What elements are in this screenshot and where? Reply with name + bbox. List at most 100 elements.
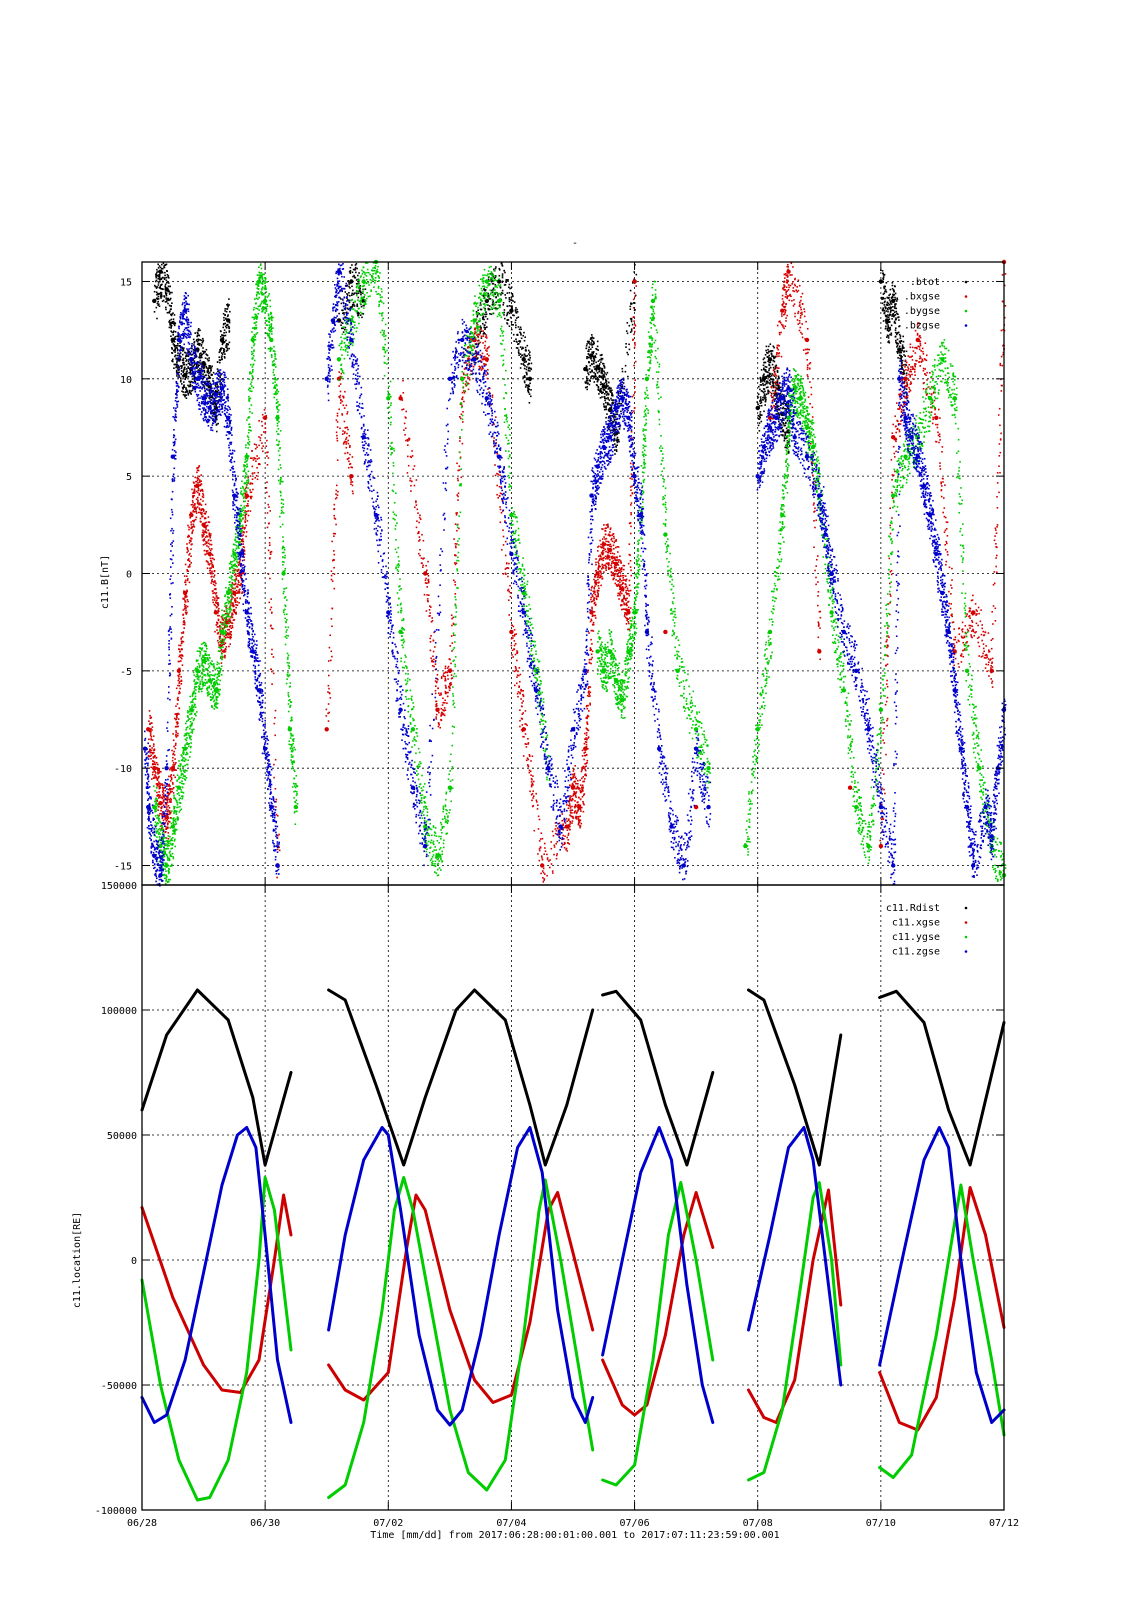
data-point xyxy=(523,367,526,370)
data-point xyxy=(343,420,346,423)
data-point xyxy=(361,316,363,319)
data-point xyxy=(431,620,434,622)
data-point xyxy=(515,324,517,326)
data-point xyxy=(505,297,507,299)
data-point xyxy=(232,609,235,612)
data-point xyxy=(224,353,226,355)
data-point xyxy=(782,403,784,405)
data-point xyxy=(231,587,234,590)
data-point xyxy=(528,384,530,386)
data-point xyxy=(449,683,451,685)
data-point xyxy=(207,374,210,377)
data-point xyxy=(188,581,191,584)
data-point xyxy=(225,346,227,348)
data-point xyxy=(573,790,575,793)
data-point xyxy=(896,333,898,336)
data-point xyxy=(168,326,171,329)
data-point xyxy=(491,273,494,275)
data-point xyxy=(197,489,200,492)
data-point xyxy=(625,343,627,345)
data-point xyxy=(885,327,887,330)
data-point xyxy=(568,843,571,845)
data-point xyxy=(612,401,614,404)
data-point xyxy=(544,873,546,875)
data-point xyxy=(328,692,331,695)
data-point xyxy=(475,355,478,357)
data-point xyxy=(901,359,904,362)
data-point xyxy=(634,309,636,311)
data-point xyxy=(344,431,346,433)
data-point xyxy=(550,847,553,850)
data-point xyxy=(243,528,246,530)
data-point xyxy=(341,413,343,415)
data-point xyxy=(168,775,170,778)
data-point xyxy=(569,814,571,816)
data-point xyxy=(232,619,235,622)
data-point xyxy=(904,363,906,366)
data-point xyxy=(180,680,183,682)
data-point xyxy=(585,732,588,734)
data-point xyxy=(203,549,206,552)
data-point xyxy=(450,668,452,670)
data-point xyxy=(468,364,471,367)
data-point xyxy=(583,742,586,745)
data-point xyxy=(595,595,598,598)
data-point xyxy=(265,414,267,417)
data-point xyxy=(164,822,167,824)
data-point xyxy=(188,554,190,556)
data-point xyxy=(557,833,559,835)
data-point xyxy=(216,390,219,393)
data-point xyxy=(787,452,790,454)
data-point xyxy=(171,322,174,325)
data-point xyxy=(519,673,522,676)
data-point xyxy=(767,345,770,348)
data-point xyxy=(275,813,278,816)
data-point xyxy=(170,777,173,779)
data-point xyxy=(455,512,457,514)
data-point xyxy=(209,534,212,537)
data-point xyxy=(167,817,170,820)
data-point xyxy=(184,391,186,394)
data-point xyxy=(759,388,761,391)
data-point xyxy=(228,330,231,332)
data-point xyxy=(179,644,182,647)
data-point xyxy=(569,798,571,800)
data-point xyxy=(331,540,333,543)
data-point xyxy=(163,278,166,280)
data-point xyxy=(159,287,161,289)
data-point xyxy=(212,596,215,598)
data-point xyxy=(464,383,467,385)
data-point xyxy=(205,525,208,527)
data-point xyxy=(219,375,221,377)
data-point xyxy=(207,546,210,548)
data-point xyxy=(210,539,212,542)
data-point xyxy=(267,457,270,459)
data-point xyxy=(208,380,211,383)
data-point xyxy=(177,699,179,701)
data-point xyxy=(184,599,186,602)
data-point xyxy=(169,780,172,782)
data-point xyxy=(223,319,225,321)
data-point xyxy=(208,532,211,534)
data-point xyxy=(177,684,179,687)
data-point xyxy=(616,444,618,446)
data-point xyxy=(476,322,478,324)
data-point xyxy=(208,377,210,379)
data-point xyxy=(256,446,258,448)
data-point xyxy=(482,322,484,325)
data-point xyxy=(472,365,475,368)
data-point xyxy=(483,288,485,290)
data-point xyxy=(228,626,231,628)
data-point xyxy=(582,790,584,792)
data-point xyxy=(204,536,207,538)
data-point xyxy=(889,308,892,310)
data-point xyxy=(435,716,437,718)
data-point xyxy=(197,488,200,490)
data-point xyxy=(763,395,766,397)
data-point xyxy=(161,295,163,298)
data-point xyxy=(190,511,192,514)
data-point xyxy=(445,687,447,689)
data-point xyxy=(352,275,354,278)
data-point xyxy=(193,344,195,346)
data-point xyxy=(517,349,520,351)
